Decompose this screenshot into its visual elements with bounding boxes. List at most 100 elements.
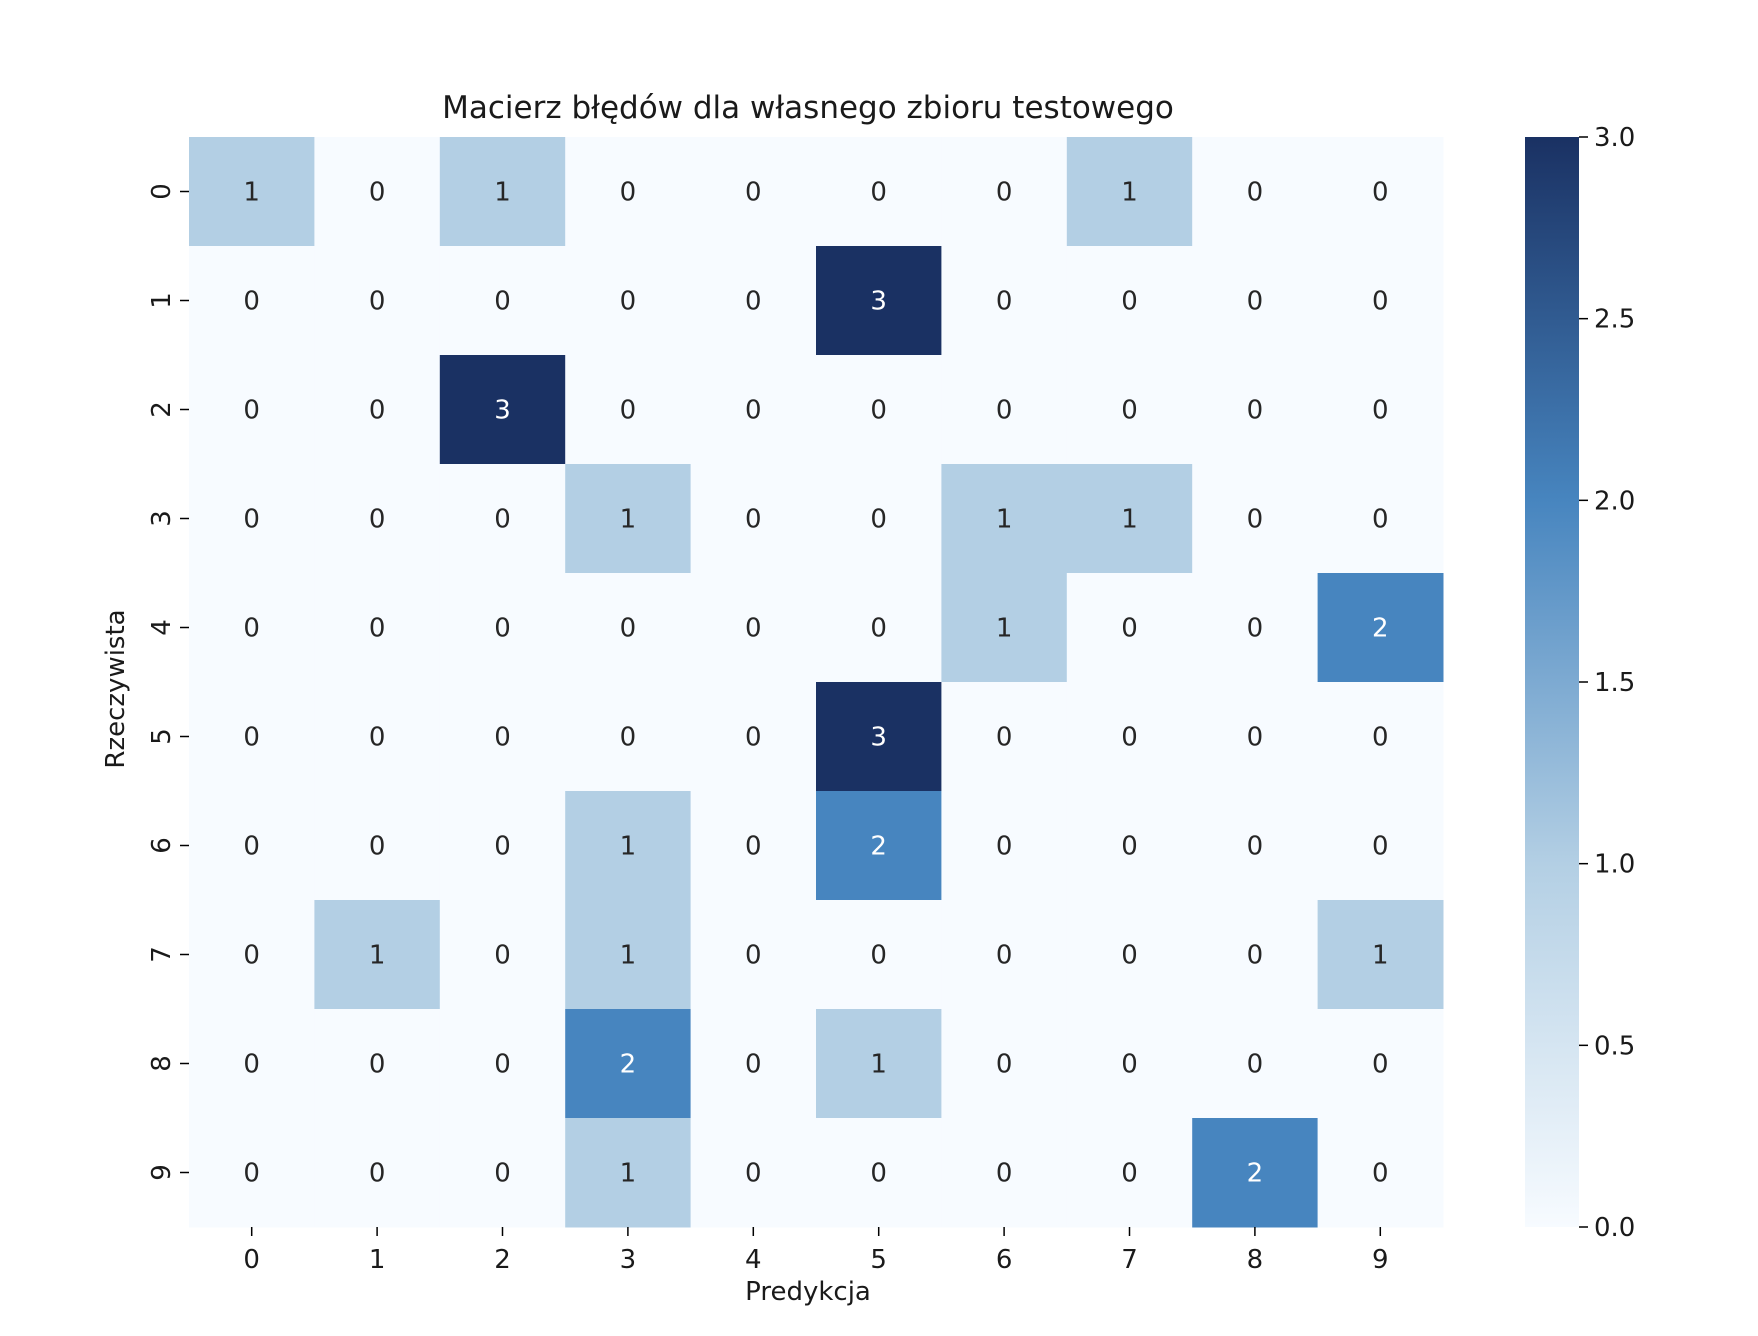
colorbar-tick-label: 3.0 [1594, 123, 1635, 153]
cell-value-label: 0 [369, 614, 386, 644]
heatmap-cell [314, 682, 441, 792]
colorbar: 0.0 0.5 1.0 1.5 2.0 2.5 3.0 [1525, 123, 1635, 1243]
cell-value-label: 1 [494, 178, 511, 208]
heatmap-cell [189, 682, 315, 792]
cell-value-label: 0 [745, 1159, 762, 1189]
heatmap-cell [690, 791, 817, 901]
heatmap-cell [439, 246, 566, 356]
x-tick-label: 6 [996, 1245, 1013, 1275]
heatmap-cell [314, 137, 441, 247]
cell-value-label: 0 [1372, 1159, 1389, 1189]
heatmap-cell [816, 137, 942, 247]
cell-value-label: 1 [243, 178, 260, 208]
heatmap-cell [690, 355, 817, 465]
cell-value-label: 0 [369, 723, 386, 753]
cell-value-label: 0 [620, 287, 637, 317]
heatmap-cell [189, 355, 315, 465]
x-tick-label: 3 [620, 1245, 637, 1275]
heatmap-cell [1066, 573, 1193, 683]
cell-value-label: 0 [996, 178, 1013, 208]
heatmap-cell [1192, 355, 1319, 465]
y-tick-label: 8 [147, 1055, 177, 1072]
heatmap-cell [189, 573, 315, 683]
cell-value-label: 0 [243, 723, 260, 753]
cell-value-label: 0 [1372, 723, 1389, 753]
heatmap-cell [1192, 137, 1319, 247]
cell-value-label: 0 [494, 832, 511, 862]
cell-value-label: 0 [620, 396, 637, 426]
cell-value-label: 0 [494, 614, 511, 644]
x-tick-label: 7 [1121, 1245, 1138, 1275]
cell-value-label: 0 [1121, 1050, 1138, 1080]
heatmap-cell [690, 900, 817, 1010]
x-tick-label: 1 [369, 1245, 386, 1275]
heatmap-cell [816, 355, 942, 465]
cell-value-label: 0 [996, 287, 1013, 317]
heatmap-cell [314, 791, 441, 901]
heatmap-cell [439, 355, 566, 465]
colorbar-tick-label: 0.0 [1594, 1213, 1635, 1243]
heatmap-cell [816, 900, 942, 1010]
heatmap-cell [941, 791, 1068, 901]
cell-value-label: 0 [745, 941, 762, 971]
heatmap-cell [1066, 1118, 1193, 1228]
heatmap-cell [1192, 464, 1319, 574]
cell-value-label: 0 [243, 396, 260, 426]
cell-value-label: 0 [1372, 287, 1389, 317]
y-axis: 0 1 2 3 4 5 6 7 8 9 [147, 183, 189, 1181]
cell-value-label: 0 [1121, 723, 1138, 753]
cell-value-label: 0 [369, 396, 386, 426]
heatmap-cell [690, 246, 817, 356]
y-axis-label: Rzeczywista [101, 609, 131, 768]
cell-value-label: 0 [745, 832, 762, 862]
y-tick-label: 1 [147, 292, 177, 309]
cell-value-label: 1 [620, 505, 637, 535]
heatmap-cell [1066, 246, 1193, 356]
heatmap-cell [1066, 355, 1193, 465]
heatmap-cell [1066, 791, 1193, 901]
heatmap-cell [690, 682, 817, 792]
heatmap-cell [565, 137, 692, 247]
x-tick-label: 0 [243, 1245, 260, 1275]
heatmap-cell [816, 791, 942, 901]
heatmap-cell [1192, 573, 1319, 683]
x-axis: 0 1 2 3 4 5 6 7 8 9 [243, 1227, 1389, 1275]
cell-value-label: 0 [369, 1050, 386, 1080]
heatmap-cell [1066, 464, 1193, 574]
heatmap-cell [690, 1009, 817, 1119]
cell-value-label: 3 [870, 287, 887, 317]
cell-value-label: 1 [620, 941, 637, 971]
cell-value-label: 0 [1121, 287, 1138, 317]
heatmap-cell [816, 573, 942, 683]
heatmap-cell [941, 1009, 1068, 1119]
heatmap-cell [941, 355, 1068, 465]
heatmap-cell [1066, 1009, 1193, 1119]
cell-value-label: 0 [494, 505, 511, 535]
cell-value-label: 0 [1247, 1050, 1264, 1080]
cell-value-label: 1 [620, 832, 637, 862]
heatmap-cell [1317, 791, 1444, 901]
heatmap-cell [690, 573, 817, 683]
heatmap-cell [314, 1118, 441, 1228]
heatmap-cell [189, 137, 315, 247]
cell-value-label: 0 [745, 723, 762, 753]
heatmap-cell [1317, 1009, 1444, 1119]
colorbar-tick-label: 2.0 [1594, 486, 1635, 516]
heatmap-cell [439, 1009, 566, 1119]
cell-value-label: 3 [494, 396, 511, 426]
heatmap-cell [1192, 1118, 1319, 1228]
cell-value-label: 0 [620, 723, 637, 753]
heatmap-cell [189, 900, 315, 1010]
cell-value-label: 0 [1121, 1159, 1138, 1189]
y-tick-label: 3 [147, 510, 177, 527]
cell-value-label: 0 [870, 614, 887, 644]
cell-value-label: 0 [1372, 505, 1389, 535]
cell-value-label: 0 [745, 505, 762, 535]
heatmap-cell [941, 464, 1068, 574]
heatmap-cell [439, 464, 566, 574]
cell-value-label: 0 [243, 287, 260, 317]
cell-value-label: 0 [1247, 396, 1264, 426]
cell-value-label: 2 [1247, 1159, 1264, 1189]
cell-value-label: 0 [1247, 287, 1264, 317]
y-tick-label: 5 [147, 728, 177, 745]
